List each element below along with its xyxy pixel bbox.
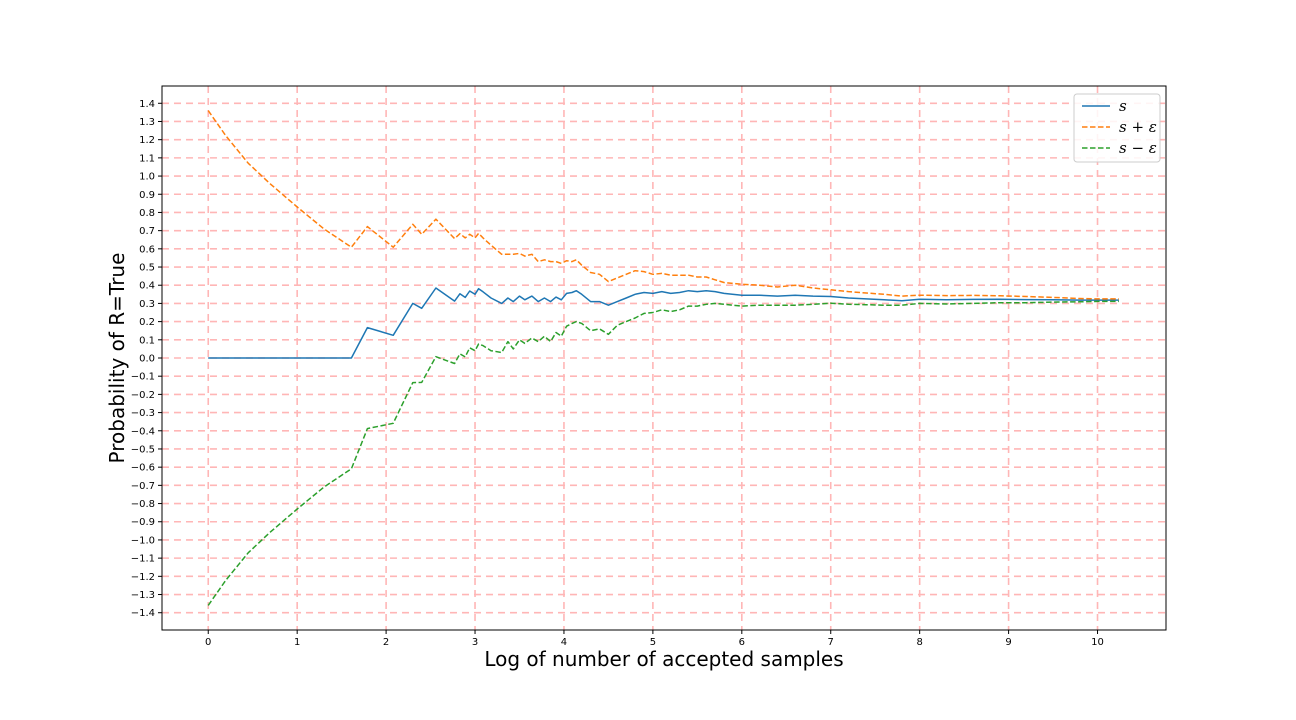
x-tick-label: 8 xyxy=(916,637,922,648)
series-line-1 xyxy=(207,110,1119,300)
y-tick-label: 0.4 xyxy=(139,281,155,292)
x-axis-title: Log of number of accepted samples xyxy=(484,647,843,671)
x-tick-label: 2 xyxy=(383,637,389,648)
legend-label-2: s − ε xyxy=(1119,139,1157,157)
legend-label-0: s xyxy=(1119,97,1127,115)
y-tick-label: −0.6 xyxy=(131,463,155,474)
y-tick-label: −0.4 xyxy=(131,426,155,437)
series-line-2 xyxy=(207,300,1119,606)
x-tick-label: 0 xyxy=(205,637,211,648)
y-tick-label: −1.2 xyxy=(131,572,155,583)
y-axis: 1.4 1.3 1.2 1.1 1.0 0.9 0.8 0.7 0.6 0.5 0.4 0.3 0.2 0… xyxy=(131,99,162,619)
y-tick-label: 0.8 xyxy=(139,208,155,219)
y-tick-label: 1.0 xyxy=(139,172,155,183)
x-tick-label: 10 xyxy=(1091,637,1104,648)
legend: s s + ε s − ε xyxy=(1073,93,1161,163)
series-line-0 xyxy=(208,287,1119,359)
legend-label-1: s + ε xyxy=(1119,118,1157,136)
y-tick-label: −1.0 xyxy=(131,535,155,546)
x-axis: 0 1 2 3 4 5 6 7 8 9 10 xyxy=(205,630,1104,648)
y-tick-label: −0.1 xyxy=(131,372,155,383)
x-tick-label: 3 xyxy=(472,637,478,648)
y-tick-label: −1.3 xyxy=(131,590,155,601)
y-tick-label: 1.2 xyxy=(139,135,155,146)
y-tick-label: 0.7 xyxy=(139,226,155,237)
x-tick-label: 9 xyxy=(1005,637,1011,648)
legend-box xyxy=(1073,93,1161,163)
series-lines xyxy=(207,110,1119,606)
y-tick-label: −0.7 xyxy=(131,481,155,492)
y-tick-label: 0.9 xyxy=(139,190,155,201)
x-tick-label: 6 xyxy=(739,637,745,648)
y-tick-label: −1.4 xyxy=(131,608,155,619)
y-tick-label: −0.9 xyxy=(131,517,155,528)
y-tick-label: 0.1 xyxy=(139,335,155,346)
x-tick-label: 4 xyxy=(561,637,567,648)
y-axis-title: Probability of R=True xyxy=(105,253,129,464)
y-tick-label: 0.0 xyxy=(139,354,155,365)
y-tick-label: 0.6 xyxy=(139,244,155,255)
y-tick-label: −0.5 xyxy=(131,444,155,455)
y-tick-label: −1.1 xyxy=(131,554,155,565)
y-tick-label: 1.3 xyxy=(139,117,155,128)
y-tick-label: −0.2 xyxy=(131,390,155,401)
y-tick-label: −0.3 xyxy=(131,408,155,419)
x-tick-label: 1 xyxy=(294,637,300,648)
y-tick-label: 0.3 xyxy=(139,299,155,310)
x-tick-label: 5 xyxy=(650,637,656,648)
x-tick-label: 7 xyxy=(828,637,834,648)
y-tick-label: 0.5 xyxy=(139,263,155,274)
grid xyxy=(162,86,1166,630)
y-tick-label: −0.8 xyxy=(131,499,155,510)
y-tick-label: 1.1 xyxy=(139,153,155,164)
y-tick-label: 0.2 xyxy=(139,317,155,328)
y-tick-label: 1.4 xyxy=(139,99,155,110)
